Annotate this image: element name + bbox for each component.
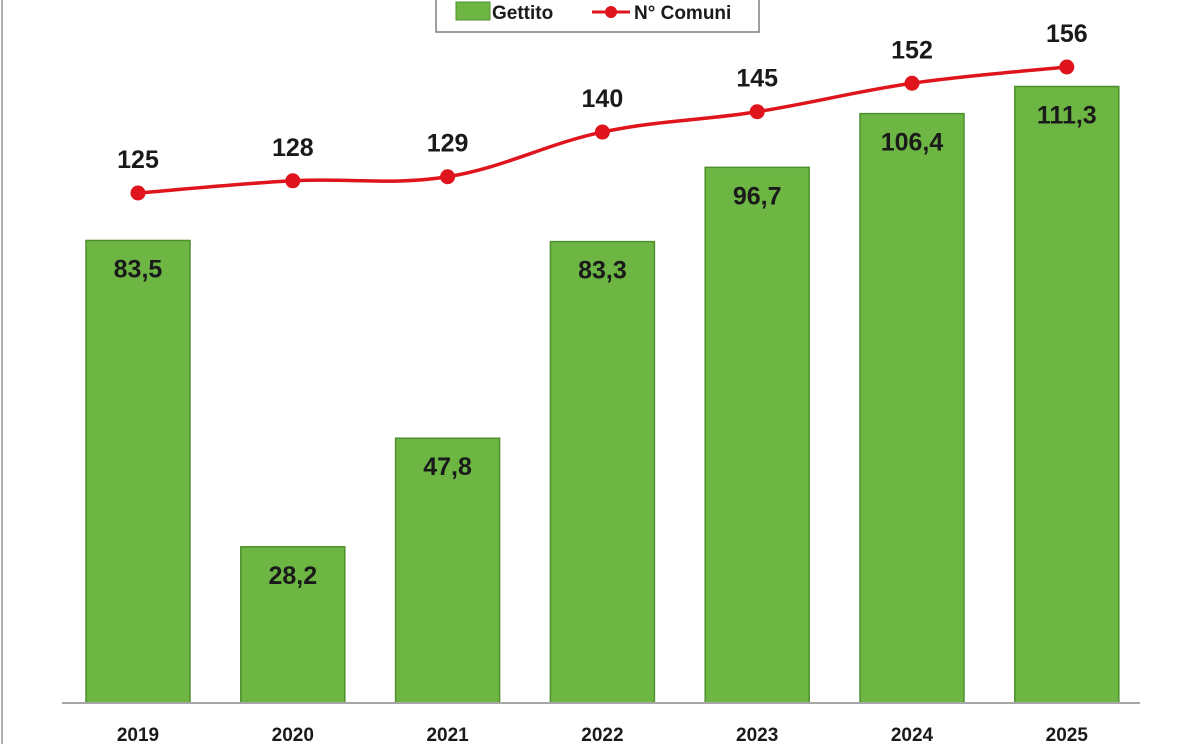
bar-value-label-2022: 83,3	[578, 257, 627, 285]
comuni-point-2025	[1059, 59, 1075, 75]
x-tick-label-2020: 2020	[272, 725, 314, 744]
legend-swatch-gettito	[455, 1, 491, 21]
line-series: 125 128 129 140 145 152 156	[117, 20, 1088, 201]
comuni-value-label-2021: 129	[427, 130, 469, 158]
bar-series: 83,5 28,2 47,8 83,3 96,7 106,4 111,3	[85, 85, 1120, 704]
bar-value-label-2023: 96,7	[733, 182, 782, 210]
bar-value-label-2024: 106,4	[881, 129, 944, 157]
x-tick-label-2024: 2024	[891, 725, 934, 744]
bar-2019	[85, 239, 191, 704]
x-tick-label-2019: 2019	[117, 725, 159, 744]
x-axis-ticks: 2019 2020 2021 2022 2023 2024 2025	[117, 725, 1089, 744]
comuni-point-2021	[440, 169, 456, 185]
bar-2021	[394, 437, 501, 704]
legend-label-gettito: Gettito	[492, 3, 553, 24]
comuni-value-label-2025: 156	[1046, 20, 1088, 48]
bar-2022	[549, 240, 656, 704]
x-tick-label-2022: 2022	[581, 725, 623, 744]
comuni-point-2022	[594, 124, 610, 140]
bar-value-label-2019: 83,5	[114, 255, 163, 283]
bar-2024	[859, 112, 965, 704]
comuni-point-2019	[130, 185, 146, 201]
x-tick-label-2023: 2023	[736, 725, 778, 744]
comuni-value-label-2020: 128	[272, 134, 314, 162]
legend-label-comuni: N° Comuni	[634, 3, 731, 24]
comuni-value-label-2024: 152	[891, 36, 933, 64]
legend: Gettito N° Comuni	[435, 0, 760, 33]
bar-value-label-2020: 28,2	[268, 562, 317, 590]
bar-2023	[704, 166, 810, 704]
comuni-value-label-2023: 145	[736, 65, 778, 93]
bar-value-label-2021: 47,8	[423, 453, 472, 481]
x-tick-label-2025: 2025	[1046, 725, 1089, 744]
comuni-point-2023	[749, 104, 765, 120]
legend-swatch-comuni-marker	[605, 6, 617, 18]
x-tick-label-2021: 2021	[426, 725, 469, 744]
bar-2025	[1014, 85, 1120, 704]
bar-value-label-2025: 111,3	[1037, 101, 1097, 129]
comuni-point-2020	[285, 173, 301, 189]
comuni-point-2024	[904, 75, 920, 91]
comuni-value-label-2019: 125	[117, 146, 159, 174]
comuni-value-label-2022: 140	[582, 85, 624, 113]
